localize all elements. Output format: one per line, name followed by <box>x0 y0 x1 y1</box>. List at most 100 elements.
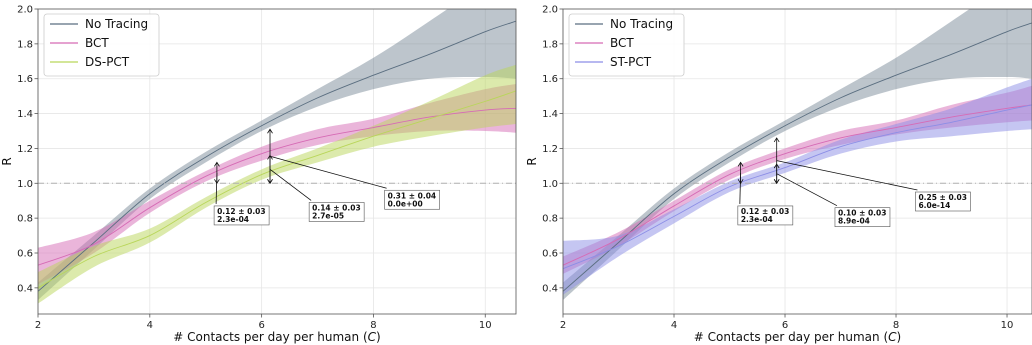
axes-frame <box>562 8 1032 315</box>
y-tick-label: 2.0 <box>17 5 33 16</box>
ci-band-no-tracing <box>563 9 1032 301</box>
series-line-no-tracing <box>563 22 1032 292</box>
arrow-head-bottom <box>267 179 273 185</box>
x-tick-label: 8 <box>370 320 376 331</box>
arrow-head-top <box>773 137 780 143</box>
x-tick-label: 8 <box>893 320 899 331</box>
annotation-2: 0.14 ± 0.032.7e-05 <box>267 154 365 222</box>
arrow-head-top <box>267 128 273 134</box>
annotation-value: 0.12 ± 0.03 <box>217 207 266 216</box>
y-tick-label: 1.0 <box>542 179 558 190</box>
x-axis-label: # Contacts per day per human (C) <box>694 330 901 344</box>
chart-panel-2: 0.12 ± 0.032.3e-040.10 ± 0.038.9e-040.25… <box>525 5 1032 344</box>
series-line-no-tracing <box>38 20 516 292</box>
annotation-value: 0.31 ± 0.04 <box>388 191 437 200</box>
x-tick-label: 2 <box>560 320 566 331</box>
series-line-ds-pct <box>38 90 516 289</box>
chart-panel-1: 0.12 ± 0.032.3e-040.14 ± 0.032.7e-050.31… <box>0 5 517 344</box>
annotation-pvalue: 0.0e+00 <box>388 199 423 208</box>
x-tick-label: 4 <box>671 320 677 331</box>
annotation-2: 0.10 ± 0.038.9e-04 <box>773 163 891 227</box>
y-tick-label: 0.6 <box>17 249 33 260</box>
annotation-1: 0.12 ± 0.032.3e-04 <box>213 161 270 226</box>
legend-box <box>568 13 685 77</box>
x-tick-label: 10 <box>479 320 492 331</box>
annotation-box <box>915 191 971 212</box>
plot-area: 0.12 ± 0.032.3e-040.14 ± 0.032.7e-050.31… <box>38 9 516 304</box>
annotation-value: 0.14 ± 0.03 <box>312 203 361 212</box>
annotation-3: 0.25 ± 0.036.0e-14 <box>773 137 971 212</box>
legend-label: DS-PCT <box>85 55 130 69</box>
annotation-box <box>384 189 440 210</box>
annotation-leader <box>215 172 218 204</box>
legend: No Tracing BCT DS-PCT <box>43 13 160 77</box>
y-tick-label: 1.2 <box>17 144 33 155</box>
x-axis-label-var: C <box>368 330 377 344</box>
annotation-leader <box>776 160 918 191</box>
arrow-head-bottom <box>773 179 780 185</box>
y-axis-label: R <box>0 157 14 165</box>
legend-box <box>43 13 160 77</box>
legend-label: BCT <box>85 36 109 50</box>
y-tick-label: 1.6 <box>17 74 33 85</box>
annotation-1: 0.12 ± 0.032.3e-04 <box>737 161 794 226</box>
x-axis-label-text: # Contacts per day per human ( <box>694 330 888 344</box>
annotation-leader <box>269 169 312 201</box>
x-tick-label: 2 <box>35 320 41 331</box>
axes-frame <box>37 8 517 315</box>
ci-band-no-tracing <box>38 9 516 301</box>
x-tick-label: 10 <box>1001 320 1014 331</box>
y-tick-label: 1.8 <box>17 39 33 50</box>
annotation-box <box>834 207 891 227</box>
y-tick-label: 0.8 <box>542 214 558 225</box>
series-line-bct <box>563 104 1032 266</box>
y-tick-label: 1.0 <box>17 179 33 190</box>
annotation-leader <box>269 155 387 189</box>
y-tick-label: 1.4 <box>17 109 33 120</box>
annotation-value: 0.12 ± 0.03 <box>741 207 790 216</box>
annotation-leader <box>776 173 838 207</box>
annotation-pvalue: 2.3e-04 <box>741 215 773 224</box>
arrow-head-top <box>214 161 220 167</box>
y-tick-label: 1.8 <box>542 39 558 50</box>
series-line-bct <box>38 107 516 266</box>
legend: No Tracing BCT ST-PCT <box>568 13 685 77</box>
y-tick-label: 0.4 <box>542 283 558 294</box>
y-tick-label: 0.4 <box>17 283 33 294</box>
annotation-pvalue: 6.0e-14 <box>918 201 950 210</box>
x-axis-label-end: ) <box>897 330 902 344</box>
x-axis-label-text: # Contacts per day per human ( <box>173 330 367 344</box>
x-axis-label-end: ) <box>376 330 381 344</box>
y-tick-label: 1.2 <box>542 144 558 155</box>
legend-label: No Tracing <box>610 17 673 31</box>
y-tick-label: 1.4 <box>542 109 558 120</box>
y-tick-label: 0.8 <box>17 214 33 225</box>
annotation-box <box>737 205 794 226</box>
legend-label: ST-PCT <box>610 55 652 69</box>
x-tick-label: 6 <box>258 320 264 331</box>
plot-area: 0.12 ± 0.032.3e-040.10 ± 0.038.9e-040.25… <box>563 9 1032 301</box>
x-tick-label: 4 <box>147 320 153 331</box>
annotation-box <box>213 205 270 226</box>
annotation-pvalue: 8.9e-04 <box>838 217 870 226</box>
legend-label: BCT <box>610 36 634 50</box>
annotation-3: 0.31 ± 0.040.0e+00 <box>267 128 440 210</box>
y-axis-label: R <box>525 157 539 165</box>
ci-band-ds-pct <box>38 64 516 304</box>
y-tick-label: 2.0 <box>542 5 558 16</box>
y-tick-label: 0.6 <box>542 249 558 260</box>
annotation-value: 0.10 ± 0.03 <box>838 209 887 218</box>
y-tick-label: 1.6 <box>542 74 558 85</box>
x-tick-label: 6 <box>782 320 788 331</box>
series-line-st-pct <box>563 104 1032 270</box>
arrow-head-top <box>737 161 744 167</box>
annotation-box <box>308 202 365 222</box>
annotation-value: 0.25 ± 0.03 <box>918 193 967 202</box>
x-axis-label-var: C <box>888 330 897 344</box>
annotation-pvalue: 2.7e-05 <box>312 211 344 220</box>
annotation-leader <box>739 172 742 204</box>
ci-band-st-pct <box>563 78 1032 295</box>
legend-label: No Tracing <box>85 17 148 31</box>
annotation-pvalue: 2.3e-04 <box>217 215 249 224</box>
